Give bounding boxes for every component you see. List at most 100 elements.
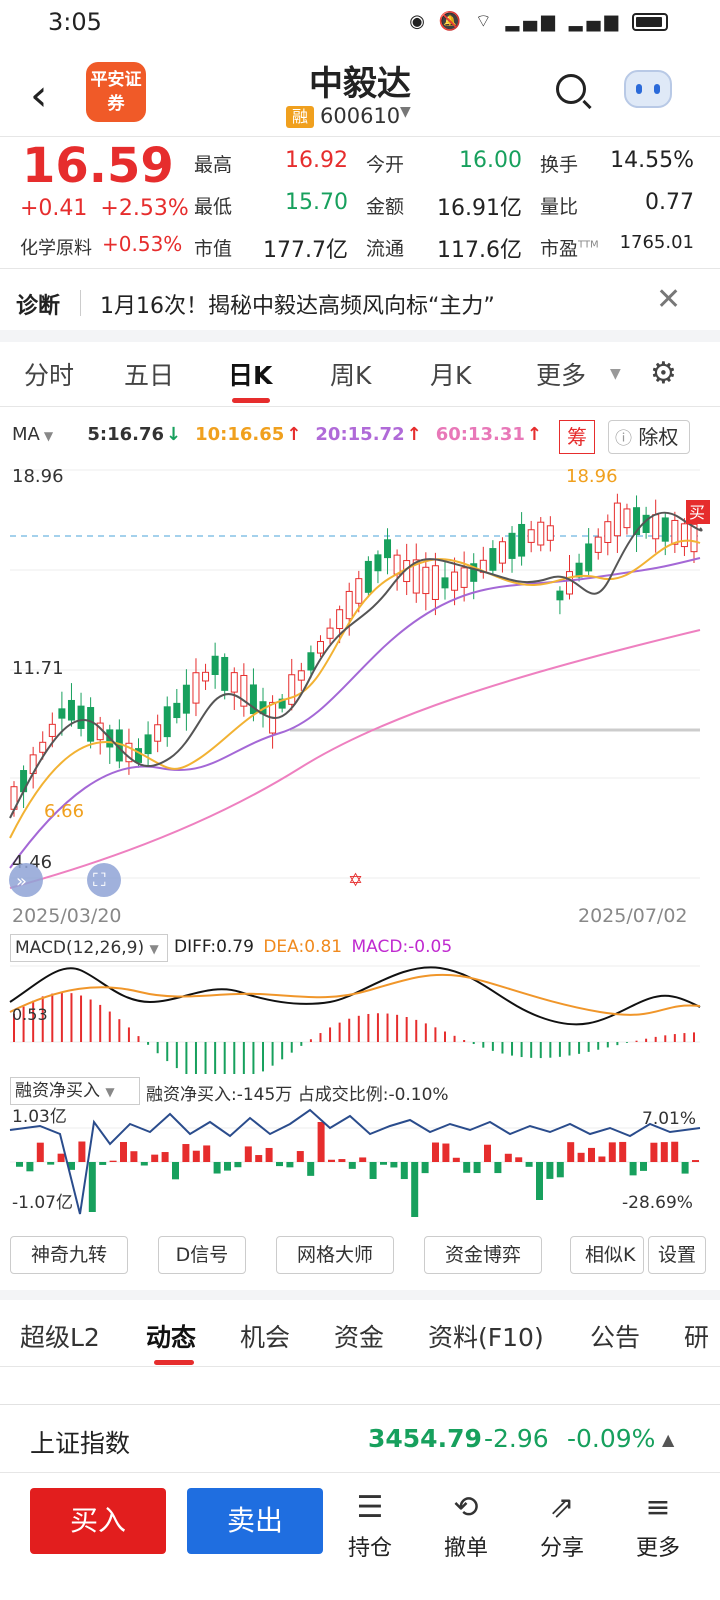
financing-bar — [494, 1162, 502, 1174]
search-icon[interactable] — [556, 74, 586, 104]
financing-bar — [88, 1162, 96, 1212]
tab-intraday[interactable]: 分时 — [24, 361, 75, 390]
assistant-robot-icon[interactable] — [624, 70, 672, 108]
financing-bar — [57, 1153, 65, 1162]
back-icon[interactable]: ‹ — [30, 70, 48, 121]
divider — [80, 290, 81, 316]
buy-button[interactable]: 买入 — [30, 1488, 166, 1554]
change-percent: +2.53% — [100, 196, 189, 221]
chevron-up-icon[interactable]: ▲ — [662, 1430, 675, 1449]
macd-selector[interactable]: MACD(12,26,9) ▼ — [10, 934, 168, 962]
tab-monthly-k[interactable]: 月K — [430, 361, 472, 390]
financing-bar — [161, 1152, 169, 1162]
tab-opportunity[interactable]: 机会 — [240, 1323, 291, 1352]
more-button[interactable]: ≡ 更多 — [618, 1490, 698, 1562]
financing-bar — [348, 1162, 356, 1169]
candle-body — [518, 523, 526, 557]
sector-name[interactable]: 化学原料 — [20, 238, 92, 259]
financing-bar — [650, 1142, 658, 1162]
candle-body — [527, 529, 535, 543]
tab-f10[interactable]: 资料(F10) — [428, 1323, 544, 1352]
financing-bar — [400, 1162, 408, 1180]
ex-rights-button[interactable]: ⓘ 除权 — [608, 420, 690, 454]
close-icon[interactable]: ✕ — [656, 282, 682, 317]
candle-body — [221, 656, 229, 691]
sell-button[interactable]: 卖出 — [187, 1488, 323, 1554]
quote-stat-label: 金额 — [366, 196, 405, 218]
active-tab-indicator — [232, 398, 270, 403]
financing-bar — [671, 1141, 679, 1162]
financing-bar — [463, 1162, 471, 1173]
candle-body — [594, 536, 602, 553]
ma5-line — [9, 511, 703, 819]
signal-icon: ▂▄▆ — [505, 11, 559, 32]
chevron-down-icon[interactable]: ▼ — [610, 366, 621, 382]
tool-similar-k[interactable]: 相似K — [570, 1236, 644, 1274]
chip-distribution-button[interactable]: 筹 — [559, 420, 595, 454]
candle-body — [623, 508, 631, 529]
financing-selector[interactable]: 融资净买入 ▼ — [10, 1077, 140, 1105]
tab-daily-k[interactable]: 日K — [228, 361, 273, 390]
tab-research[interactable]: 研 — [684, 1323, 710, 1352]
candle-body — [671, 519, 679, 545]
wifi-icon: ⌔ — [474, 11, 496, 32]
tab-weekly-k[interactable]: 周K — [330, 361, 372, 390]
expand-chart-icon[interactable] — [9, 863, 43, 897]
tab-five-day[interactable]: 五日 — [124, 361, 175, 390]
candles — [10, 493, 698, 817]
kline-chart[interactable]: 18.96 11.71 4.46 18.96 6.66 买 » ⛶ ✡ 2025… — [0, 458, 720, 938]
chevron-down-icon[interactable]: ▼ — [400, 104, 411, 120]
stock-code[interactable]: 600610 — [320, 104, 401, 128]
candle-body — [613, 502, 621, 537]
share-label: 分享 — [539, 1536, 584, 1561]
tab-dynamics[interactable]: 动态 — [146, 1323, 197, 1352]
financing-y-min: -1.07亿 — [12, 1193, 73, 1213]
tab-capital[interactable]: 资金 — [334, 1323, 385, 1352]
financing-bar — [515, 1157, 523, 1162]
tab-super-l2[interactable]: 超级L2 — [20, 1323, 100, 1352]
candle-body — [508, 532, 516, 559]
gear-icon[interactable]: ⚙ — [650, 356, 677, 391]
financing-bar — [213, 1162, 221, 1174]
candle-body — [192, 672, 200, 704]
section-gap — [0, 1290, 720, 1300]
tool-capital-game[interactable]: 资金博弈 — [424, 1236, 542, 1274]
index-name[interactable]: 上证指数 — [30, 1429, 131, 1458]
candle-body — [278, 698, 286, 709]
tool-settings[interactable]: 设置 — [648, 1236, 706, 1274]
tool-magic-nine[interactable]: 神奇九转 — [10, 1236, 128, 1274]
tab-more[interactable]: 更多 — [536, 361, 587, 390]
candle-body — [144, 734, 152, 755]
candle-body — [690, 523, 698, 553]
tool-d-signal[interactable]: D信号 — [158, 1236, 246, 1274]
chevron-down-icon: ▼ — [105, 1085, 115, 1099]
position-button[interactable]: ☰ 持仓 — [330, 1490, 410, 1562]
quote-stat-value: 16.91亿 — [437, 196, 522, 221]
financing-bar — [546, 1162, 554, 1179]
candle-body — [182, 684, 190, 714]
low-marker: 6.66 — [44, 801, 84, 822]
share-button[interactable]: ⇗ 分享 — [522, 1490, 602, 1562]
tool-grid-master[interactable]: 网格大师 — [276, 1236, 394, 1274]
mute-icon: 🔕 — [438, 11, 466, 32]
fullscreen-icon[interactable] — [87, 863, 121, 897]
event-star-icon[interactable]: ✡ — [348, 870, 363, 891]
financing-bar — [99, 1162, 107, 1165]
diagnosis-text[interactable]: 1月16次！揭秘中毅达高频风向标“主力” — [100, 294, 495, 319]
financing-bar — [640, 1162, 647, 1171]
candle-body — [431, 565, 439, 600]
candle-body — [565, 571, 573, 595]
candle-body — [441, 577, 449, 589]
cancel-order-button[interactable]: ⟲ 撤单 — [426, 1490, 506, 1562]
ma-label: MA — [12, 424, 40, 445]
candle-body — [316, 641, 324, 654]
position-label: 持仓 — [347, 1536, 392, 1561]
more-label: 更多 — [635, 1536, 680, 1561]
ma-legend: MA ▼ 5:16.76 ↓ 10:16.65 ↑ 20:15.72 ↑ 60:13.31 ↑ — [12, 424, 570, 445]
candle-body — [77, 705, 85, 729]
margin-badge: 融 — [286, 106, 314, 128]
quote-stat-label: 流通 — [366, 238, 405, 260]
tab-announcements[interactable]: 公告 — [590, 1323, 641, 1352]
chevron-down-icon: ▼ — [149, 942, 159, 956]
ma-selector[interactable]: MA ▼ — [12, 424, 67, 445]
